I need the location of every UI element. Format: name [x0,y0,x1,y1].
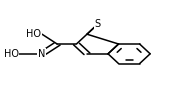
Text: HO: HO [26,29,41,39]
Text: S: S [94,19,101,29]
Text: HO: HO [3,49,19,59]
Text: N: N [38,49,45,59]
